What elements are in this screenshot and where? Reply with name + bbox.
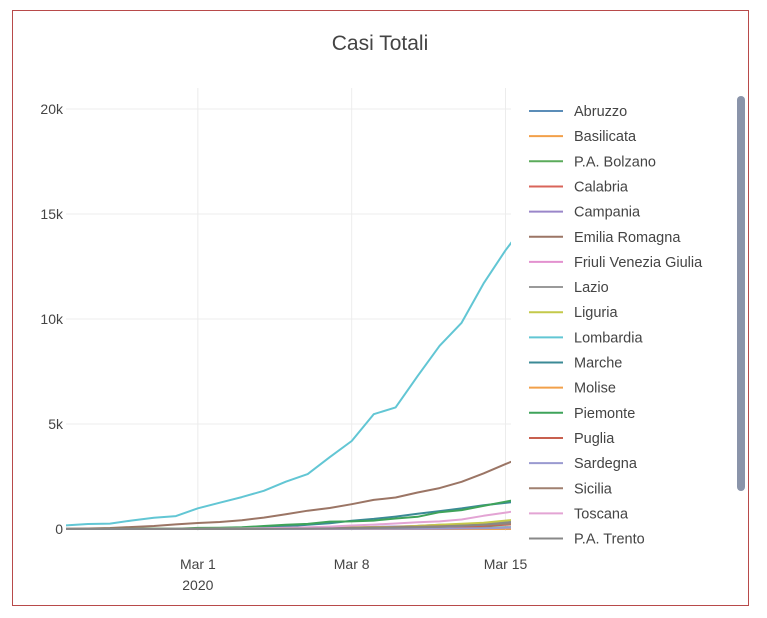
legend-item-piemonte[interactable]: Piemonte [529, 406, 635, 422]
legend-item-puglia[interactable]: Puglia [529, 431, 615, 447]
legend-label: Toscana [574, 506, 629, 522]
legend-label: Friuli Venezia Giulia [574, 255, 703, 271]
x-axis: Mar 1 2020 Mar 8 Mar 15 [180, 556, 528, 593]
legend-item-sicilia[interactable]: Sicilia [529, 481, 613, 497]
legend-label: Sardegna [574, 456, 638, 472]
x-tick-sublabel: 2020 [182, 577, 213, 593]
legend-item-toscana[interactable]: Toscana [529, 506, 629, 522]
legend-item-lombardia[interactable]: Lombardia [529, 330, 643, 346]
legend-item-molise[interactable]: Molise [529, 381, 616, 397]
x-tick-label: Mar 1 [180, 556, 216, 572]
legend-label: Emilia Romagna [574, 230, 681, 246]
legend-label: Puglia [574, 431, 615, 447]
series-line-emilia-romagna[interactable] [66, 390, 637, 530]
legend-item-p-a-bolzano[interactable]: P.A. Bolzano [529, 154, 656, 170]
series-line-p-a-trento[interactable] [66, 510, 637, 530]
legend-item-lazio[interactable]: Lazio [529, 280, 609, 296]
y-tick-label: 20k [40, 101, 64, 117]
legend-label: Sicilia [574, 481, 613, 497]
legend-label: Lombardia [574, 330, 643, 346]
chart-title: Casi Totali [332, 32, 429, 55]
legend-item-marche[interactable]: Marche [529, 356, 622, 372]
legend-item-calabria[interactable]: Calabria [529, 179, 629, 195]
legend-item-abruzzo[interactable]: Abruzzo [529, 104, 627, 120]
legend-label: P.A. Trento [574, 532, 645, 548]
legend-item-friuli-venezia-giulia[interactable]: Friuli Venezia Giulia [529, 255, 703, 271]
legend-label: Molise [574, 381, 616, 397]
y-tick-label: 15k [40, 206, 64, 222]
legend-item-emilia-romagna[interactable]: Emilia Romagna [529, 230, 681, 246]
x-tick-label: Mar 8 [334, 556, 370, 572]
y-axis: 0 5k 10k 15k 20k [40, 101, 64, 537]
legend-label: Marche [574, 356, 622, 372]
legend-item-sardegna[interactable]: Sardegna [529, 456, 638, 472]
legend-label: Lazio [574, 280, 609, 296]
legend-label: Piemonte [574, 406, 635, 422]
y-tick-label: 0 [55, 521, 63, 537]
legend-item-basilicata[interactable]: Basilicata [529, 129, 637, 145]
grid-lines [66, 88, 511, 531]
legend-item-p-a-trento[interactable]: P.A. Trento [529, 532, 645, 548]
legend-label: Abruzzo [574, 104, 627, 120]
legend-item-liguria[interactable]: Liguria [529, 305, 618, 321]
legend-item-campania[interactable]: Campania [529, 205, 641, 221]
series-line-lombardia[interactable] [66, 0, 637, 527]
legend-label: Campania [574, 205, 641, 221]
legend-label: P.A. Bolzano [574, 154, 656, 170]
legend: Abruzzo Basilicata P.A. Bolzano Calabria Cam… [529, 104, 703, 548]
x-tick-label: Mar 15 [484, 556, 528, 572]
y-tick-label: 10k [40, 311, 64, 327]
series-lines [66, 0, 637, 530]
legend-label: Basilicata [574, 129, 637, 145]
y-tick-label: 5k [48, 416, 64, 432]
legend-label: Calabria [574, 179, 629, 195]
legend-scrollbar[interactable] [737, 96, 745, 491]
legend-label: Liguria [574, 305, 618, 321]
